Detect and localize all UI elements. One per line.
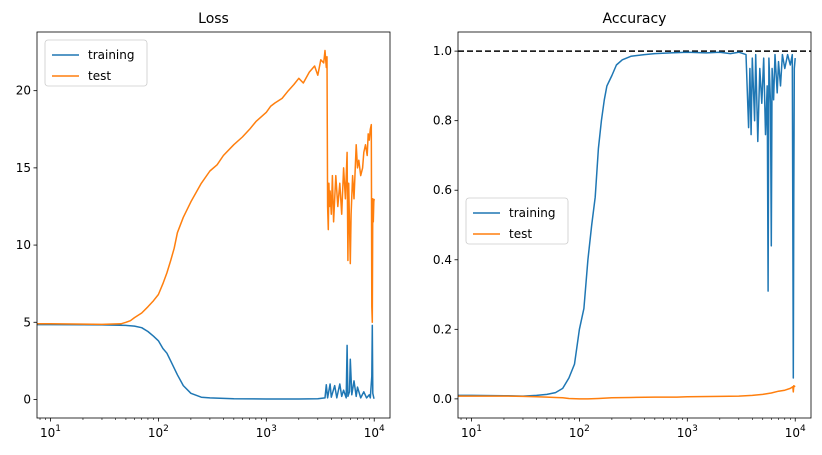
loss-legend-box bbox=[44, 39, 148, 87]
loss-series-training bbox=[37, 323, 375, 400]
accuracy-ytick-label: 0.4 bbox=[433, 253, 452, 267]
accuracy-ytick-label: 1.0 bbox=[433, 44, 452, 58]
loss-xtick-label: 101 bbox=[40, 424, 61, 440]
accuracy-legend-box bbox=[465, 197, 569, 245]
loss-legend-label-training: training bbox=[88, 48, 135, 62]
accuracy-chart: Accuracy 0.0 0.2 0.4 0.6 0.8 1.0 101 102 103 104 tr… bbox=[433, 11, 812, 440]
accuracy-ytick-label: 0.0 bbox=[433, 392, 452, 406]
loss-ytick-label: 20 bbox=[16, 84, 31, 98]
accuracy-title: Accuracy bbox=[603, 11, 667, 27]
loss-title: Loss bbox=[198, 11, 229, 27]
loss-xtick-label: 102 bbox=[148, 424, 169, 440]
accuracy-xtick-label: 101 bbox=[461, 424, 482, 440]
loss-series-test bbox=[37, 49, 375, 326]
loss-legend: training test bbox=[44, 39, 148, 87]
loss-chart: Loss 0 5 10 15 20 101 102 103 104 training test bbox=[16, 11, 391, 440]
accuracy-legend-label-training: training bbox=[509, 206, 556, 220]
accuracy-legend-label-test: test bbox=[509, 227, 532, 241]
accuracy-xtick-label: 102 bbox=[569, 424, 590, 440]
accuracy-xtick-label: 103 bbox=[677, 424, 698, 440]
loss-axes-frame bbox=[36, 31, 391, 419]
loss-legend-label-test: test bbox=[88, 69, 111, 83]
accuracy-legend: training test bbox=[465, 197, 569, 245]
loss-ytick-label: 0 bbox=[23, 392, 31, 406]
accuracy-axes-frame bbox=[457, 31, 812, 419]
accuracy-ytick-label: 0.2 bbox=[433, 322, 452, 336]
loss-ytick-label: 5 bbox=[23, 315, 31, 329]
loss-xtick-label: 104 bbox=[364, 424, 385, 440]
accuracy-xtick-label: 104 bbox=[785, 424, 806, 440]
accuracy-ytick-label: 0.8 bbox=[433, 114, 452, 128]
accuracy-series-training bbox=[458, 51, 796, 397]
loss-xtick-label: 103 bbox=[256, 424, 277, 440]
accuracy-ytick-label: 0.6 bbox=[433, 183, 452, 197]
loss-ytick-label: 10 bbox=[16, 238, 31, 252]
accuracy-series-test bbox=[458, 384, 796, 400]
loss-ytick-label: 15 bbox=[16, 161, 31, 175]
